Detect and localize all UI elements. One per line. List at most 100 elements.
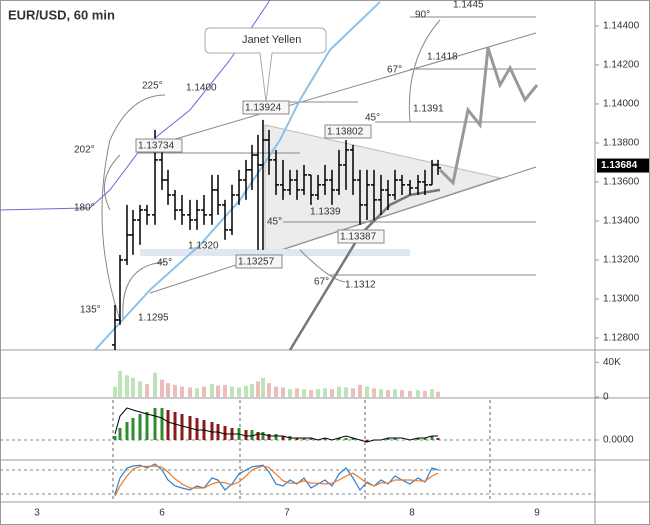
annotation: 67°	[314, 277, 329, 288]
annotation: 67°	[387, 65, 402, 76]
volume-bar	[393, 389, 397, 397]
annotation: 202°	[74, 145, 95, 156]
volume-bar	[244, 385, 248, 397]
ohlc-bar	[179, 194, 185, 225]
annotation: 1.1339	[310, 207, 341, 218]
histogram-bar	[131, 418, 135, 440]
volume-bar	[138, 381, 142, 397]
ohlc-bar	[315, 174, 321, 200]
volume-bar	[288, 389, 292, 397]
ohlc-bar	[229, 184, 235, 235]
ohlc-bar	[236, 169, 242, 205]
volume-bar	[365, 386, 369, 397]
histogram-bar	[153, 408, 157, 440]
volume-bar	[216, 385, 220, 397]
fib-arc	[101, 94, 166, 321]
ohlc-bar	[322, 164, 328, 195]
ohlc-bar	[429, 159, 435, 186]
histogram-bar	[351, 438, 355, 440]
volume-bar	[195, 388, 199, 397]
volume-bar	[372, 388, 376, 397]
volume-bar	[166, 383, 170, 397]
x-tick-label: 7	[284, 508, 290, 519]
histogram-bar	[302, 438, 306, 440]
histogram-bar	[386, 438, 390, 440]
annotation: 1.13734	[138, 141, 175, 152]
volume-bar	[274, 386, 278, 397]
volume-bar	[400, 390, 404, 397]
annotation: 1.13387	[340, 232, 377, 243]
ohlc-bar	[222, 199, 228, 240]
ohlc-bar	[364, 169, 370, 220]
ohlc-bar	[336, 149, 342, 195]
volume-bar	[180, 386, 184, 397]
histogram-bar	[125, 422, 129, 440]
last-price-label: 1.13684	[601, 160, 638, 171]
volume-bar	[344, 387, 348, 397]
volume-bar	[295, 388, 299, 397]
histogram-bar	[267, 434, 271, 440]
volume-bar	[330, 389, 334, 397]
last-price-box	[597, 158, 649, 173]
volume-bar	[223, 384, 227, 397]
volume-bar	[131, 377, 135, 397]
volume-bar	[210, 383, 214, 397]
annotation: 45°	[365, 113, 380, 124]
histogram-bar	[256, 432, 260, 440]
annotation: 1.13802	[327, 127, 364, 138]
y-tick-label: 1.12800	[603, 333, 640, 344]
histogram-bar	[138, 414, 142, 440]
ohlc-bar	[350, 144, 356, 195]
volume-bar	[202, 386, 206, 397]
histogram-bar	[195, 418, 199, 440]
ohlc-bar	[399, 174, 405, 195]
label-box	[337, 229, 385, 244]
ohlc-bar	[378, 174, 384, 215]
ohlc-bar	[209, 174, 215, 225]
volume-bar	[267, 383, 271, 397]
x-tick-label: 9	[534, 508, 540, 519]
annotation: 1.1320	[188, 241, 219, 252]
ohlc-bar	[215, 174, 221, 215]
ohlc-bar	[392, 169, 398, 200]
y-tick-label: 1.13000	[603, 294, 640, 305]
ohlc-bar	[117, 254, 123, 325]
histogram-bar	[250, 430, 254, 440]
annotation: Janet Yellen	[242, 34, 301, 46]
y-tick-label: 1.13200	[603, 255, 640, 266]
histogram-bar	[436, 438, 440, 440]
ohlc-bar	[194, 199, 200, 230]
annotation: 135°	[80, 305, 101, 316]
volume-bar	[145, 383, 149, 397]
volume-bar	[250, 383, 254, 397]
ohlc-bar	[343, 140, 349, 190]
volume-bar	[408, 390, 412, 397]
annotation: 1.1445	[453, 0, 484, 11]
histogram-bar	[118, 428, 122, 440]
ohlc-bar	[308, 174, 314, 205]
annotation: 1.1312	[345, 280, 376, 291]
histogram-bar	[365, 440, 369, 442]
ohlc-bar	[273, 149, 279, 195]
volume-bar	[261, 377, 265, 397]
volume-bar	[430, 389, 434, 397]
ohlc-bar	[130, 210, 136, 255]
volume-bar	[125, 375, 129, 397]
volume-bar	[188, 387, 192, 397]
oscillator-line	[114, 463, 439, 495]
annotation: 1.1400	[186, 83, 217, 94]
x-tick-label: 6	[159, 508, 165, 519]
histogram-bar	[160, 408, 164, 440]
volume-bar	[351, 388, 355, 397]
histogram-bar	[244, 430, 248, 440]
annotation: 45°	[267, 217, 282, 228]
ohlc-bar	[124, 204, 130, 265]
y-tick-label: 1.14200	[603, 60, 640, 71]
volume-bar	[358, 384, 362, 397]
histogram-bar	[223, 426, 227, 440]
histogram-bar	[261, 432, 265, 440]
histogram-bar	[173, 412, 177, 440]
annotation: 1.1391	[413, 104, 444, 115]
volume-bar	[302, 389, 306, 397]
histogram-bar	[180, 414, 184, 440]
